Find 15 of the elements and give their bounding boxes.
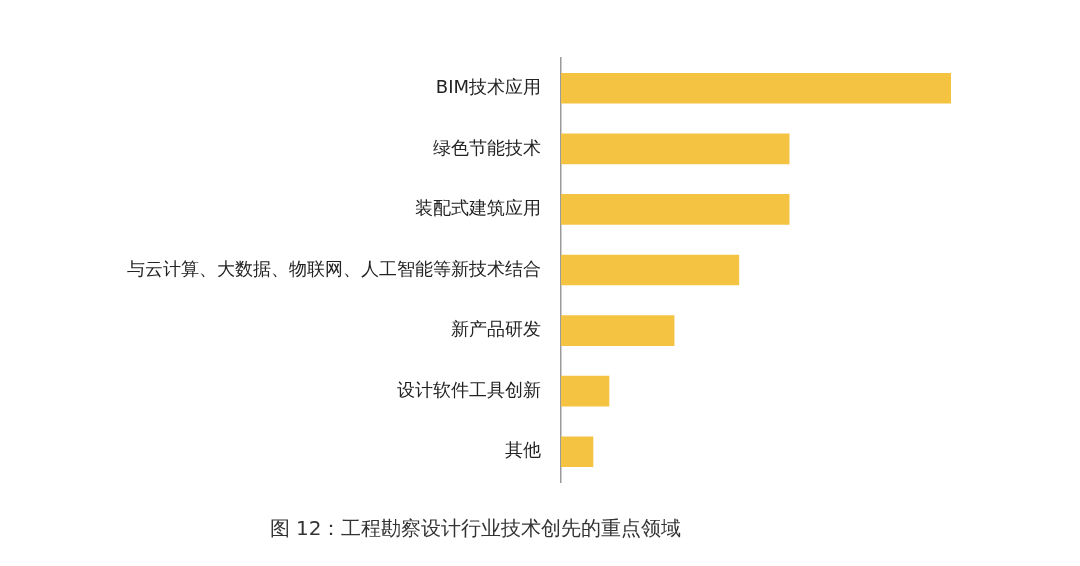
y-tick-label: 设计软件工具创新 [397, 378, 541, 400]
y-tick-label: 其他 [505, 439, 541, 461]
y-tick-label: 与云计算、大数据、物联网、人工智能等新技术结合 [127, 257, 541, 279]
y-tick-label: BIM技术应用 [435, 75, 541, 97]
bar [561, 194, 790, 225]
bar [561, 375, 610, 407]
bar [561, 436, 594, 468]
bar [561, 315, 675, 346]
bar [561, 133, 790, 165]
text: 图 12：工程勘察设计行业技术创先的重点领域 [269, 516, 682, 541]
bar [561, 72, 951, 104]
y-tick-label: 绿色节能技术 [433, 136, 541, 158]
y-tick-label: 装配式建筑应用 [415, 197, 541, 219]
bar [561, 254, 740, 286]
y-tick-label: 新产品研发 [451, 318, 541, 340]
